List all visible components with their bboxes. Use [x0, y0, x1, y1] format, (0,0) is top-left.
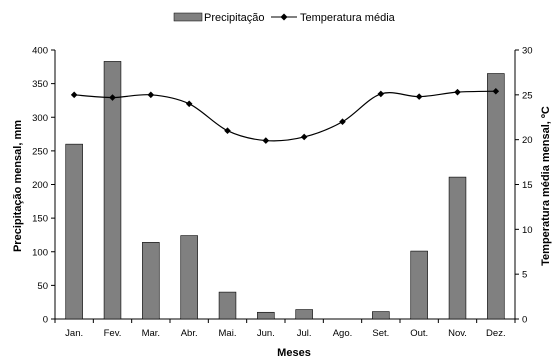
bar-precipitacao — [487, 73, 505, 320]
y2-axis-title: Temperatura média mensal, ºC — [540, 106, 552, 266]
bar-precipitacao — [65, 143, 83, 320]
x-tick-label: Mai. — [219, 328, 237, 339]
temperature-point — [415, 93, 423, 100]
y-tick-label: 200 — [32, 180, 48, 191]
temperature-point — [109, 94, 116, 101]
bar-precipitacao — [218, 291, 237, 320]
x-tick-label: Out. — [410, 328, 428, 339]
x-tick-label: Fev. — [104, 328, 122, 339]
y-tick-label: 250 — [32, 146, 48, 157]
temperature-point — [377, 90, 385, 98]
temperature-point — [224, 127, 231, 134]
y2-tick-label: 15 — [522, 180, 533, 191]
bars — [65, 61, 505, 320]
bar-precipitacao — [295, 309, 313, 320]
legend-label-temperatura: Temperatura média — [300, 12, 396, 24]
y2-tick-label: 20 — [522, 135, 533, 146]
temperature-point — [185, 100, 193, 108]
temperature-point — [454, 88, 461, 96]
bar-precipitacao — [410, 250, 428, 320]
bar-precipitacao — [448, 176, 467, 320]
legend-label-precipitacao: Precipitação — [204, 12, 265, 24]
x-tick-label: Mar. — [142, 328, 160, 339]
y-tick-label: 50 — [37, 281, 48, 292]
y-axis-title: Precipitação mensal, mm — [12, 120, 24, 252]
x-tick-label: Ago. — [333, 328, 353, 339]
y2-tick-label: 25 — [522, 90, 533, 101]
bar-precipitacao — [103, 61, 122, 320]
x-axis-title: Meses — [277, 347, 311, 359]
y-tick-label: 300 — [32, 113, 48, 124]
y2-tick-label: 30 — [522, 46, 533, 57]
temperature-point — [300, 133, 308, 141]
temperature-point — [70, 91, 78, 99]
bar-precipitacao — [142, 242, 160, 320]
x-tick-label: Jul. — [297, 328, 312, 339]
axes: 0 50 100 150 200 250 300 350 400 0 5 10 15 20 25 30 Jan.… — [32, 46, 532, 340]
bar-precipitacao — [257, 311, 275, 320]
y2-tick-label: 5 — [522, 270, 527, 281]
temperature-point — [339, 118, 346, 126]
temperature-point — [492, 87, 500, 95]
y2-tick-label: 0 — [522, 315, 527, 326]
y-tick-label: 400 — [32, 46, 48, 57]
y2-tick-label: 10 — [522, 225, 533, 236]
x-tick-label: Set. — [372, 328, 389, 339]
y-tick-label: 0 — [43, 315, 48, 326]
legend: Precipitação Temperatura média — [173, 12, 396, 24]
legend-marker-temperatura — [280, 13, 288, 21]
bar-precipitacao — [180, 235, 198, 320]
x-tick-label: Jun. — [257, 328, 275, 339]
temperature-line — [70, 87, 500, 144]
x-tick-label: Dez. — [486, 328, 506, 339]
x-tick-label: Nov. — [448, 328, 467, 339]
bar-precipitacao — [372, 311, 390, 320]
temperature-point — [147, 91, 155, 99]
temperature-series-line — [74, 90, 496, 142]
y-tick-label: 150 — [32, 214, 48, 225]
y-tick-label: 100 — [32, 247, 48, 258]
x-tick-label: Abr. — [181, 328, 198, 339]
y-tick-label: 350 — [32, 79, 48, 90]
legend-swatch-precipitacao — [173, 12, 203, 22]
x-tick-label: Jan. — [65, 328, 83, 339]
temperature-point — [262, 137, 270, 144]
